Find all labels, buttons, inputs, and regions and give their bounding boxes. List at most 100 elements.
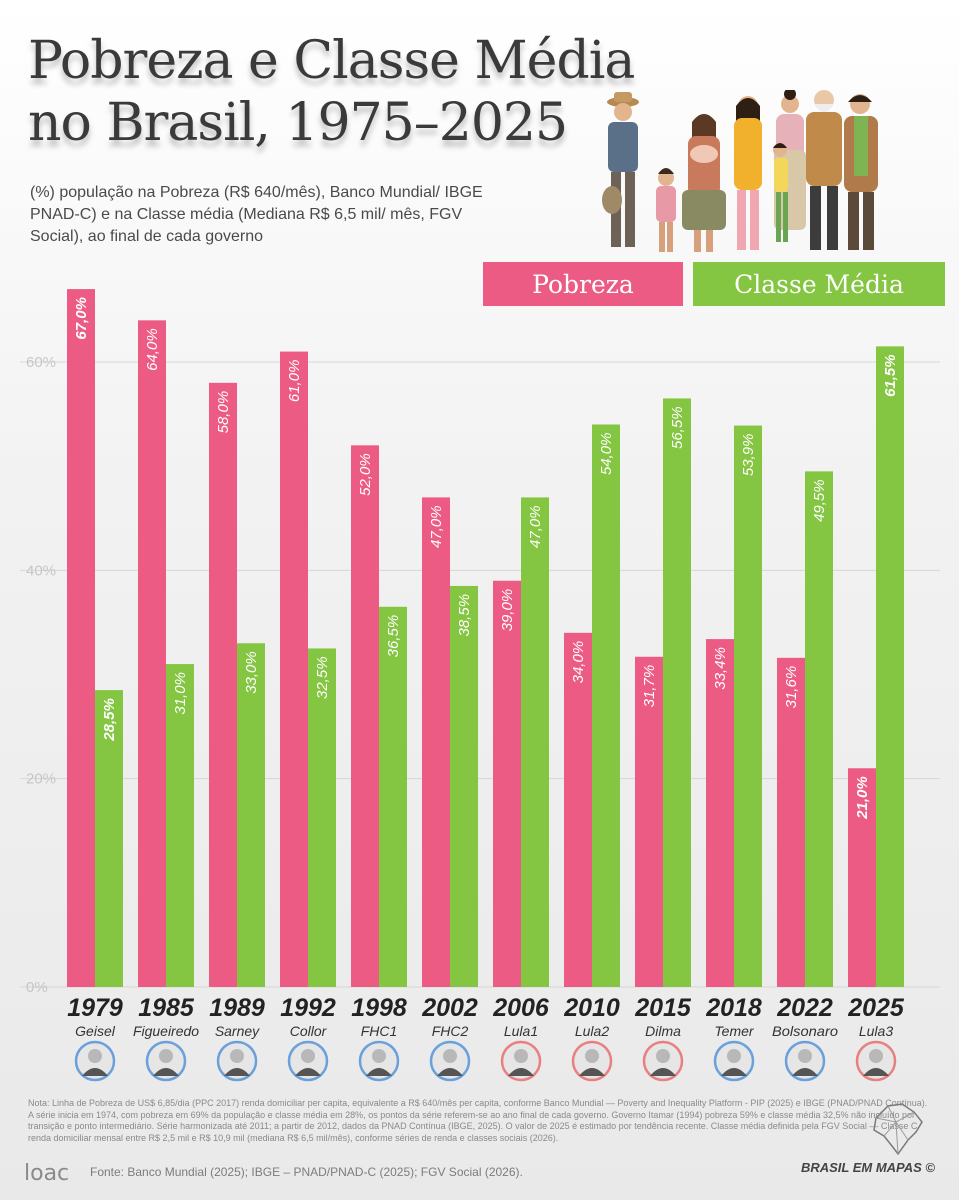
poverty-bar xyxy=(422,497,450,987)
data-label: 38,5% xyxy=(456,594,473,637)
portrait-body xyxy=(366,1068,392,1076)
middle-class-bar xyxy=(805,471,833,987)
portrait-body xyxy=(863,1068,889,1076)
portrait-body xyxy=(650,1068,676,1076)
loac-logo-icon: loac xyxy=(24,1161,69,1186)
portrait-face xyxy=(372,1049,386,1063)
portrait-body xyxy=(153,1068,179,1076)
legend-middle-class: Classe Média xyxy=(693,262,945,306)
year-label: 2018 xyxy=(705,994,762,1022)
portrait-body xyxy=(579,1068,605,1076)
middle-class-bar xyxy=(95,690,123,987)
data-label: 33,4% xyxy=(712,647,729,690)
poverty-bar xyxy=(67,289,95,987)
legend-poverty: Pobreza xyxy=(483,262,683,306)
portrait-face xyxy=(656,1049,670,1063)
y-tick-label: 20% xyxy=(26,771,56,788)
data-label: 31,0% xyxy=(172,672,189,715)
year-label: 2015 xyxy=(634,994,692,1022)
data-label: 33,0% xyxy=(243,651,260,694)
y-tick-label: 0% xyxy=(26,979,48,996)
year-label: 1989 xyxy=(209,994,265,1022)
portrait-face xyxy=(88,1049,102,1063)
poverty-bar xyxy=(493,580,521,987)
logo-text: loac xyxy=(24,1161,69,1186)
portrait-body xyxy=(721,1068,747,1076)
poverty-bar xyxy=(706,639,734,987)
data-label: 61,5% xyxy=(882,354,899,397)
poverty-bar xyxy=(777,657,805,987)
poverty-bar xyxy=(635,656,663,987)
government-label: Temer xyxy=(714,1023,755,1039)
data-label: 49,5% xyxy=(811,479,828,522)
portrait-body xyxy=(224,1068,250,1076)
middle-class-bar xyxy=(379,606,407,987)
middle-class-bar xyxy=(663,398,691,987)
government-label: Sarney xyxy=(215,1023,260,1039)
data-label: 58,0% xyxy=(215,391,232,434)
brazil-map-icon xyxy=(873,1103,923,1156)
portrait-face xyxy=(301,1049,315,1063)
portrait-body xyxy=(792,1068,818,1076)
data-label: 39,0% xyxy=(499,589,516,632)
data-label: 64,0% xyxy=(144,328,161,371)
government-label: Geisel xyxy=(75,1023,116,1039)
middle-class-bar xyxy=(237,643,265,987)
title-line-2: no Brasil, 1975–2025 xyxy=(28,93,568,153)
middle-class-bar xyxy=(450,585,478,987)
year-label: 2006 xyxy=(492,994,550,1022)
poverty-bar xyxy=(280,351,308,987)
government-label: Collor xyxy=(290,1023,328,1039)
legend-poverty-label: Pobreza xyxy=(532,269,634,299)
y-tick-label: 40% xyxy=(26,562,56,579)
middle-class-bar xyxy=(734,425,762,988)
year-label: 1998 xyxy=(351,994,407,1022)
page-title: Pobreza e Classe Média no Brasil, 1975–2… xyxy=(28,30,635,154)
poverty-bar xyxy=(564,632,592,987)
data-label: 54,0% xyxy=(598,433,615,476)
government-label: Figueiredo xyxy=(133,1023,199,1039)
middle-class-bar xyxy=(166,664,194,987)
year-label: 1992 xyxy=(280,994,336,1022)
middle-class-bar xyxy=(308,648,336,987)
portrait-body xyxy=(295,1068,321,1076)
government-label: Lula2 xyxy=(575,1023,609,1039)
data-label: 47,0% xyxy=(527,505,544,548)
data-label: 32,5% xyxy=(314,656,331,699)
year-label: 1979 xyxy=(67,994,123,1022)
portrait-face xyxy=(514,1049,528,1063)
data-label: 56,5% xyxy=(669,406,686,449)
brand-name: BRASIL EM MAPAS © xyxy=(800,1160,935,1175)
middle-class-bar xyxy=(592,424,620,987)
government-label: Lula1 xyxy=(504,1023,538,1039)
data-label: 52,0% xyxy=(357,453,374,496)
government-label: Dilma xyxy=(645,1023,681,1039)
portrait-face xyxy=(585,1049,599,1063)
data-label: 31,6% xyxy=(783,666,800,709)
portrait-face xyxy=(798,1049,812,1063)
poverty-bar xyxy=(138,320,166,987)
portrait-body xyxy=(82,1068,108,1076)
poverty-bar xyxy=(209,382,237,987)
year-label: 2010 xyxy=(563,994,620,1022)
portrait-face xyxy=(443,1049,457,1063)
family-illustration-icon xyxy=(602,90,878,252)
poverty-bar xyxy=(351,445,379,987)
year-label: 2002 xyxy=(421,994,478,1022)
middle-class-bar xyxy=(876,346,904,987)
source-line: Fonte: Banco Mundial (2025); IBGE – PNAD… xyxy=(90,1165,523,1179)
government-label: FHC1 xyxy=(361,1023,398,1039)
legend-middle-class-label: Classe Média xyxy=(734,269,904,299)
portrait-face xyxy=(869,1049,883,1063)
data-label: 67,0% xyxy=(73,297,90,340)
government-label: Bolsonaro xyxy=(772,1023,838,1039)
portrait-body xyxy=(437,1068,463,1076)
government-label: Lula3 xyxy=(859,1023,893,1039)
portrait-face xyxy=(159,1049,173,1063)
year-label: 1985 xyxy=(138,994,195,1022)
poverty-bar xyxy=(848,768,876,987)
chart-subtitle: (%) população na Pobreza (R$ 640/mês), B… xyxy=(30,184,483,245)
data-label: 47,0% xyxy=(428,505,445,548)
portrait-body xyxy=(508,1068,534,1076)
